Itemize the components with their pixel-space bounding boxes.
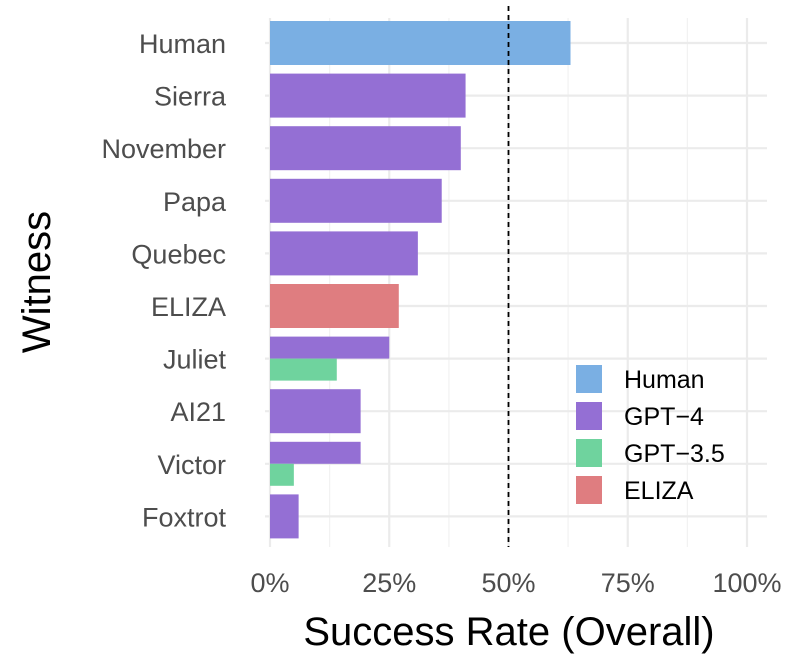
legend-label-eliza: ELIZA [624, 477, 694, 505]
x-tick-label: 25% [362, 568, 416, 598]
bar-victor-gpt-4 [270, 441, 361, 464]
x-tick-label: 100% [712, 568, 781, 598]
bar-ai21-gpt-4 [270, 389, 361, 434]
y-tick-label-human: Human [139, 29, 226, 59]
legend-key-gpt-3-5 [576, 439, 602, 467]
x-tick-label: 0% [250, 568, 289, 598]
x-tick-labels: 0% 25% 50% 75% 100% [250, 568, 781, 598]
legend-label-human: Human [624, 366, 705, 394]
bars [270, 21, 571, 539]
bar-foxtrot-gpt-4 [270, 494, 299, 539]
y-tick-label-quebec: Quebec [131, 239, 226, 269]
legend: Human GPT−4 GPT−3.5 ELIZA [576, 365, 725, 505]
bar-sierra-gpt-4 [270, 73, 466, 118]
legend-label-gpt-4: GPT−4 [624, 403, 704, 431]
bar-human-human [270, 21, 571, 65]
y-tick-label-juliet: Juliet [163, 345, 227, 375]
y-axis-title: Witness [15, 211, 59, 353]
bar-juliet-gpt-3-5 [270, 358, 337, 381]
bar-victor-gpt-3-5 [270, 463, 294, 486]
x-tick-label: 75% [601, 568, 655, 598]
y-tick-label-eliza: ELIZA [151, 292, 226, 322]
bar-juliet-gpt-4 [270, 336, 390, 359]
y-tick-label-ai21: AI21 [170, 397, 226, 427]
legend-key-eliza [576, 476, 602, 504]
legend-label-gpt-3-5: GPT−3.5 [624, 440, 725, 468]
y-tick-label-sierra: Sierra [154, 82, 227, 112]
x-tick-label: 50% [481, 568, 535, 598]
y-tick-label-november: November [101, 134, 226, 164]
y-tick-label-foxtrot: Foxtrot [142, 502, 227, 532]
bar-november-gpt-4 [270, 126, 461, 171]
x-axis-title: Success Rate (Overall) [303, 610, 714, 654]
y-tick-label-papa: Papa [163, 187, 227, 217]
y-tick-labels: Human Sierra November Papa Quebec ELIZA Juliet… [101, 29, 227, 532]
bar-papa-gpt-4 [270, 178, 442, 223]
bar-eliza-eliza [270, 284, 399, 328]
legend-key-human [576, 365, 602, 393]
bar-quebec-gpt-4 [270, 231, 418, 276]
y-tick-label-victor: Victor [157, 450, 226, 480]
legend-key-gpt-4 [576, 402, 602, 430]
